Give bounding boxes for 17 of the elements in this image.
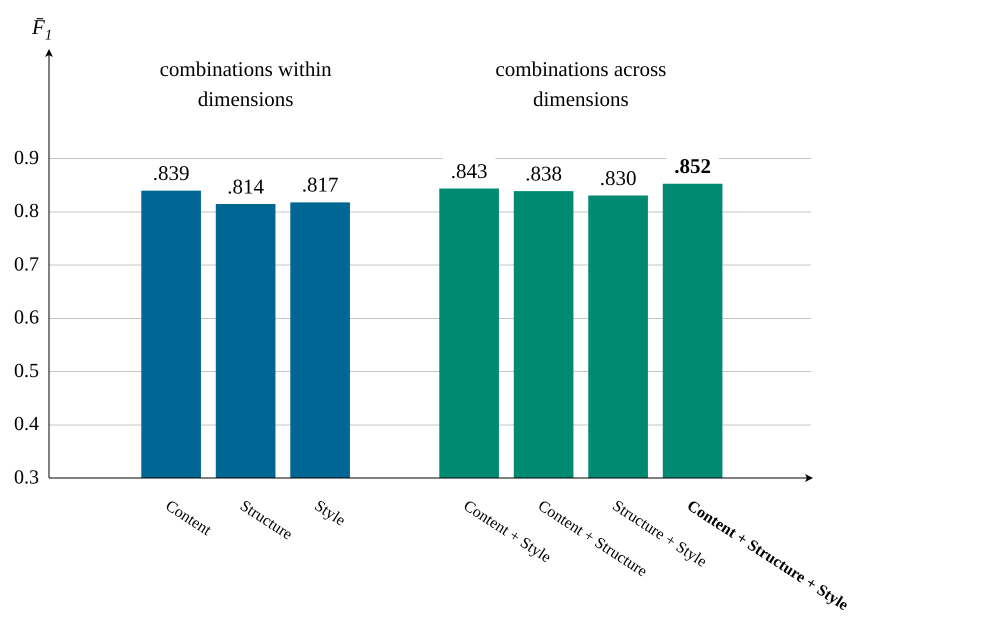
- y-tick-label: 0.4: [14, 413, 39, 435]
- data-label: .843: [450, 158, 488, 183]
- data-label: .814: [227, 174, 264, 198]
- data-label: .839: [152, 161, 190, 185]
- y-tick-label: 0.9: [14, 146, 39, 169]
- annotation: combinations within dimensions: [160, 57, 332, 111]
- y-tick-label: 0.6: [14, 306, 39, 328]
- data-label: .817: [302, 172, 338, 197]
- data-label: .852: [674, 154, 711, 178]
- data-label: .830: [600, 166, 636, 190]
- y-tick-label: 0.7: [14, 253, 39, 276]
- y-tick-label: 0.5: [14, 360, 39, 382]
- annotation: combinations across dimensions: [495, 57, 666, 111]
- y-tick-label: 0.3: [14, 466, 39, 488]
- data-label: .838: [525, 162, 562, 186]
- y-tick-label: 0.8: [14, 200, 39, 222]
- x-tick-label: Style: [311, 497, 348, 530]
